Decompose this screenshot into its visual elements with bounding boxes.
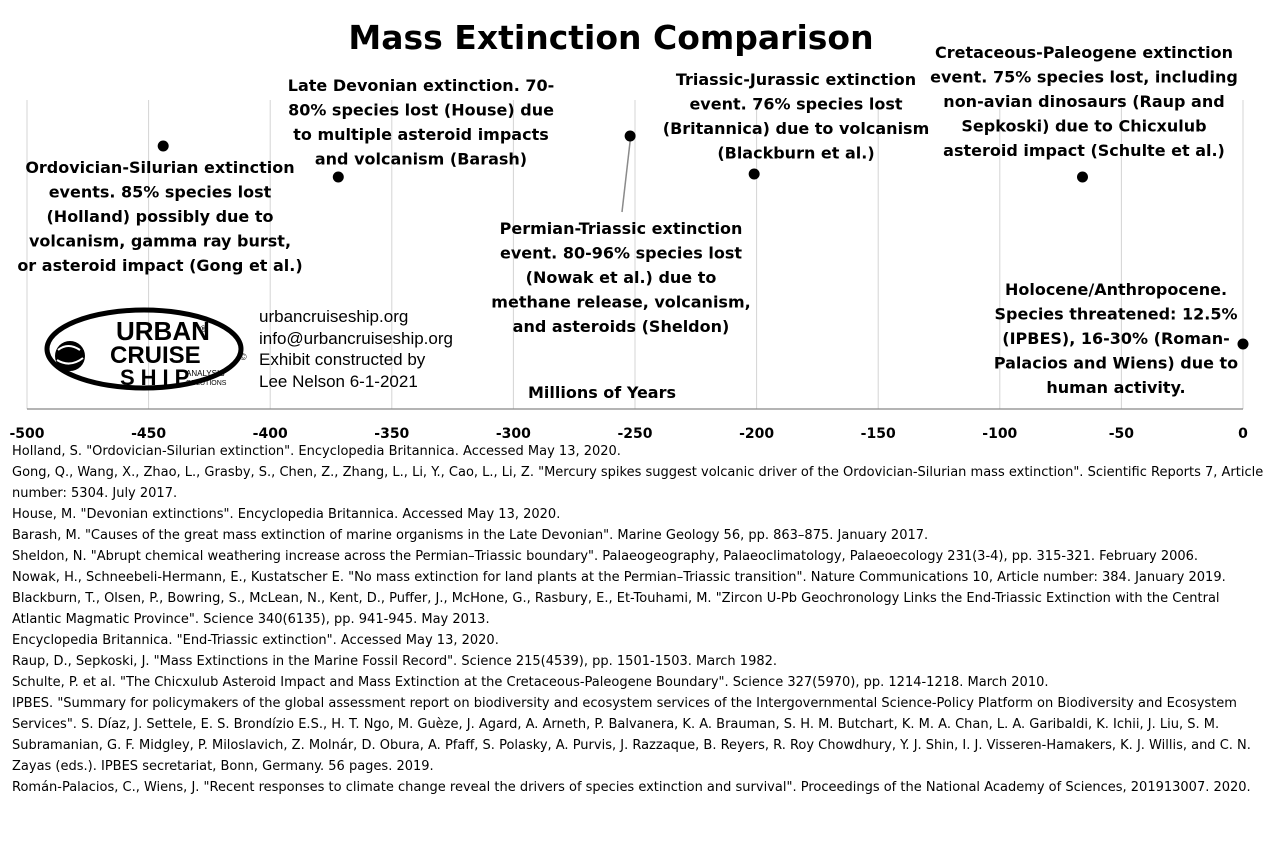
logo-text-solutions: SOLUTIONS — [186, 380, 227, 387]
x-tick-label: -50 — [1109, 426, 1135, 440]
annotation-line: event. 80-96% species lost — [500, 244, 742, 263]
logo-text-cruise: CRUISE — [110, 342, 201, 369]
extinction-point — [1076, 171, 1088, 183]
reference-item: Sheldon, N. "Abrupt chemical weathering … — [12, 549, 1199, 564]
extinction-annotation: Holocene/Anthropocene. Species threatened… — [994, 280, 1238, 397]
logo-contact-block: URBAN CRUISE SHIP ANALYSIS SOLUTIONS ® ©… — [44, 306, 474, 398]
x-tick-label: -400 — [253, 426, 288, 440]
x-tick-label: -250 — [617, 426, 652, 440]
annotation-line: non-avian dinosaurs (Raup and — [943, 92, 1224, 111]
extinction-point — [332, 171, 344, 183]
annotation-line: Species threatened: 12.5% — [995, 305, 1238, 324]
extinction-annotations: Ordovician-Silurian extinction events. 85… — [17, 43, 1238, 397]
x-tick-label: -200 — [739, 426, 774, 440]
x-tick-label: -350 — [374, 426, 409, 440]
extinction-points — [157, 130, 1249, 350]
annotation-line: 80% species lost (House) due — [288, 101, 554, 120]
references: Holland, S. "Ordovician-Silurian extinct… — [12, 441, 1267, 798]
extinction-point — [157, 140, 169, 152]
extinction-chart: -500 -450 -400 -350 -300 -250 -200 -150 -100 -50 0… — [9, 18, 1249, 440]
reference-item: Blackburn, T., Olsen, P., Bowring, S., M… — [12, 591, 1220, 627]
reference-item: IPBES. "Summary for policymakers of the … — [12, 696, 1251, 774]
annotation-line: and volcanism (Barash) — [315, 150, 527, 169]
annotation-line: (Holland) possibly due to — [46, 207, 273, 226]
gridlines — [26, 100, 1244, 409]
annotation-line: event. 76% species lost — [689, 95, 902, 114]
annotation-line: (Nowak et al.) due to — [526, 268, 717, 287]
x-tick-label: -100 — [982, 426, 1017, 440]
logo-text-ship: SHIP — [120, 365, 195, 390]
logo-text-analysis: ANALYSIS — [186, 369, 225, 378]
author-date-text: Lee Nelson 6-1-2021 — [259, 371, 418, 391]
reference-item: Raup, D., Sepkoski, J. "Mass Extinctions… — [12, 654, 778, 669]
annotation-line: (IPBES), 16-30% (Roman- — [1002, 329, 1230, 348]
extinction-point — [748, 168, 760, 180]
email-text: info@urbancruiseship.org — [259, 328, 453, 348]
x-tick-label: -300 — [496, 426, 531, 440]
annotation-line: asteroid impact (Schulte et al.) — [943, 141, 1225, 160]
x-tick-label: 0 — [1238, 426, 1248, 440]
annotation-line: and asteroids (Sheldon) — [513, 317, 730, 336]
annotation-line: event. 75% species lost, including — [930, 68, 1238, 87]
extinction-point — [1237, 338, 1249, 350]
annotation-line: (Britannica) due to volcanism — [663, 119, 930, 138]
x-tick-label: -500 — [9, 426, 44, 440]
reference-item: Schulte, P. et al. "The Chicxulub Astero… — [12, 675, 1049, 690]
extinction-annotation: Cretaceous-Paleogene extinction event. 75… — [930, 43, 1238, 160]
constructed-by-text: Exhibit constructed by — [259, 350, 426, 369]
annotation-line: or asteroid impact (Gong et al.) — [17, 256, 302, 275]
x-tick-label: -150 — [861, 426, 896, 440]
annotation-line: Sepkoski) due to Chicxulub — [961, 117, 1206, 136]
logo-text-urban: URBAN — [116, 316, 210, 346]
extinction-annotation: Permian-Triassic extinction event. 80-96%… — [491, 219, 750, 336]
logo-copyright-mark: © — [240, 352, 247, 362]
annotation-line: Holocene/Anthropocene. — [1005, 280, 1227, 299]
logo-registered-mark: ® — [200, 324, 207, 334]
reference-item: Holland, S. "Ordovician-Silurian extinct… — [12, 444, 621, 459]
annotation-line: Ordovician-Silurian extinction — [25, 158, 294, 177]
annotation-line: volcanism, gamma ray burst, — [29, 232, 291, 251]
x-tick-label: -450 — [131, 426, 166, 440]
reference-item: House, M. "Devonian extinctions". Encycl… — [12, 507, 561, 522]
permian-leader-line — [621, 140, 631, 213]
annotation-line: human activity. — [1046, 378, 1185, 397]
urban-cruise-ship-logo: URBAN CRUISE SHIP ANALYSIS SOLUTIONS ® © — [44, 307, 247, 391]
reference-item: Encyclopedia Britannica. "End-Triassic e… — [12, 633, 499, 648]
extinction-annotation: Late Devonian extinction. 70- 80% species… — [288, 76, 555, 169]
contact-info: urbancruiseship.org info@urbancruiseship… — [259, 306, 453, 392]
reference-item: Gong, Q., Wang, X., Zhao, L., Grasby, S.… — [12, 465, 1264, 501]
x-tick-labels: -500 -450 -400 -350 -300 -250 -200 -150 -100 -50 0 — [9, 426, 1248, 440]
annotation-line: Permian-Triassic extinction — [500, 219, 743, 238]
reference-item: Barash, M. "Causes of the great mass ext… — [12, 528, 929, 543]
extinction-point — [624, 130, 636, 142]
reference-item: Román-Palacios, C., Wiens, J. "Recent re… — [12, 780, 1251, 795]
reference-item: Nowak, H., Schneebeli-Hermann, E., Kusta… — [12, 570, 1226, 585]
x-axis-label: Millions of Years — [528, 383, 676, 402]
annotation-line: Cretaceous-Paleogene extinction — [935, 43, 1233, 62]
annotation-line: Late Devonian extinction. 70- — [288, 76, 555, 95]
annotation-line: (Blackburn et al.) — [717, 144, 874, 163]
annotation-line: methane release, volcanism, — [491, 293, 750, 312]
annotation-line: Triassic-Jurassic extinction — [676, 70, 916, 89]
annotation-line: to multiple asteroid impacts — [293, 125, 549, 144]
annotation-line: events. 85% species lost — [49, 183, 272, 202]
extinction-annotation: Ordovician-Silurian extinction events. 85… — [17, 158, 302, 275]
website-text: urbancruiseship.org — [259, 307, 409, 326]
chart-title: Mass Extinction Comparison — [348, 18, 873, 57]
extinction-annotation: Triassic-Jurassic extinction event. 76% s… — [663, 70, 930, 163]
logo-ring-icon — [44, 307, 244, 391]
annotation-line: Palacios and Wiens) due to — [994, 354, 1238, 373]
